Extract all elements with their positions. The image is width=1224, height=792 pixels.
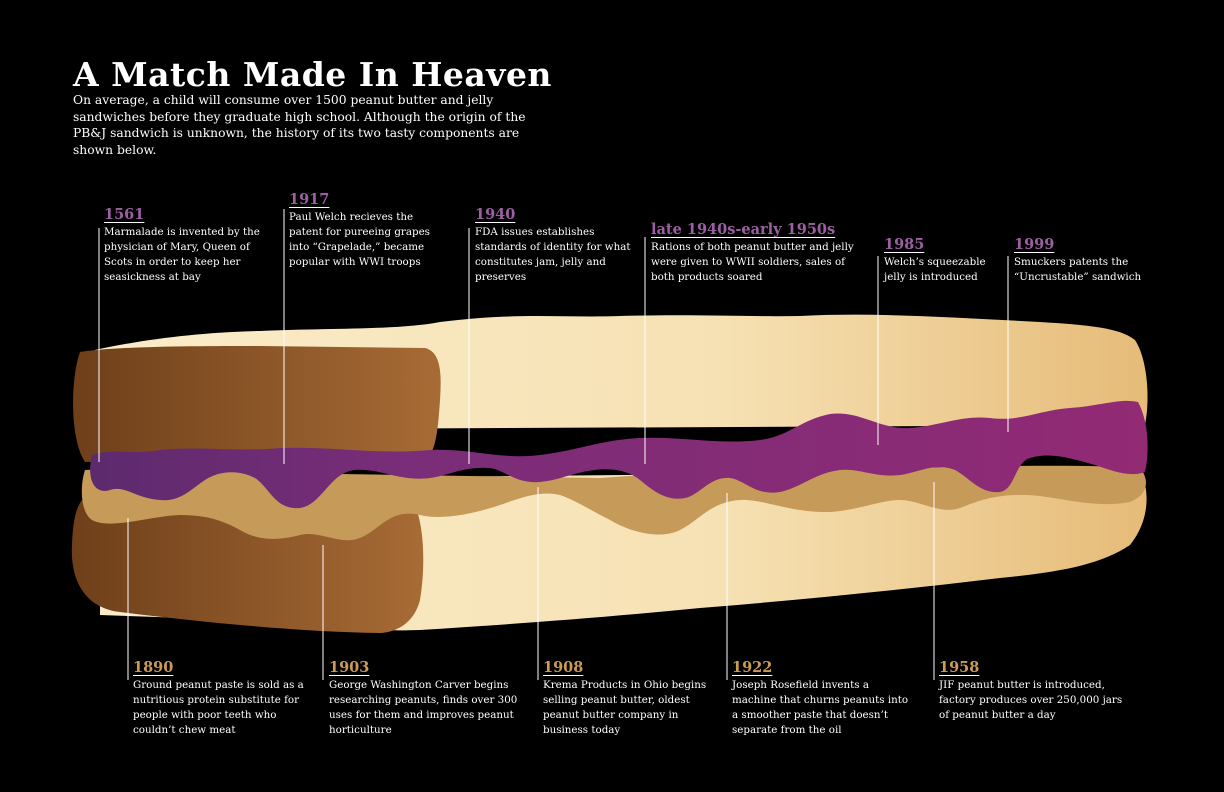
peanut-leader-lines [127, 482, 935, 680]
event-year: 1958 [939, 659, 980, 676]
event-year: 1922 [732, 659, 773, 676]
event-year: late 1940s-early 1950s [651, 221, 836, 238]
jelly-event-1940: 1940 FDA issues establishes standards of… [475, 206, 645, 285]
event-text: Smuckers patents the “Uncrustable” sandw… [1014, 256, 1142, 283]
event-year: 1561 [104, 206, 145, 223]
peanut-event-1922: 1922 Joseph Rosefield invents a machine … [732, 659, 912, 738]
event-text: Krema Products in Ohio begins selling pe… [543, 679, 707, 736]
event-year: 1917 [289, 191, 330, 208]
intro-paragraph: On average, a child will consume over 15… [73, 93, 526, 157]
event-text: Rations of both peanut butter and jelly … [651, 241, 854, 283]
event-text: Welch’s squeezable jelly is introduced [884, 256, 986, 283]
event-text: JIF peanut butter is introduced, factory… [939, 679, 1123, 721]
peanut-event-1908: 1908 Krema Products in Ohio begins selli… [543, 659, 713, 738]
page-title: A Match Made In Heaven [73, 55, 552, 94]
event-year: 1903 [329, 659, 370, 676]
event-text: Paul Welch recieves the patent for puree… [289, 211, 430, 268]
event-year: 1985 [884, 236, 925, 253]
jelly-event-1940s: late 1940s-early 1950s Rations of both p… [651, 221, 866, 285]
event-text: FDA issues establishes standards of iden… [475, 226, 631, 283]
event-text: Ground peanut paste is sold as a nutriti… [133, 679, 304, 736]
jelly-leader-lines [98, 209, 1009, 464]
jelly-event-1999: 1999 Smuckers patents the “Uncrustable” … [1014, 236, 1164, 285]
jelly-event-1917: 1917 Paul Welch recieves the patent for … [289, 191, 444, 270]
event-text: Marmalade is invented by the physician o… [104, 226, 260, 283]
event-year: 1940 [475, 206, 516, 223]
event-year: 1999 [1014, 236, 1055, 253]
event-text: George Washington Carver begins research… [329, 679, 518, 736]
peanut-event-1958: 1958 JIF peanut butter is introduced, fa… [939, 659, 1134, 723]
peanut-event-1903: 1903 George Washington Carver begins res… [329, 659, 529, 738]
event-text: Joseph Rosefield invents a machine that … [732, 679, 909, 736]
peanut-event-1890: 1890 Ground peanut paste is sold as a nu… [133, 659, 318, 738]
peanut-butter-layer [81, 465, 1146, 541]
top-crust [73, 346, 441, 462]
jelly-event-1561: 1561 Marmalade is invented by the physic… [104, 206, 274, 285]
jelly-event-1985: 1985 Welch’s squeezable jelly is introdu… [884, 236, 1002, 285]
event-year: 1890 [133, 659, 174, 676]
event-year: 1908 [543, 659, 584, 676]
jelly-layer [90, 400, 1148, 509]
